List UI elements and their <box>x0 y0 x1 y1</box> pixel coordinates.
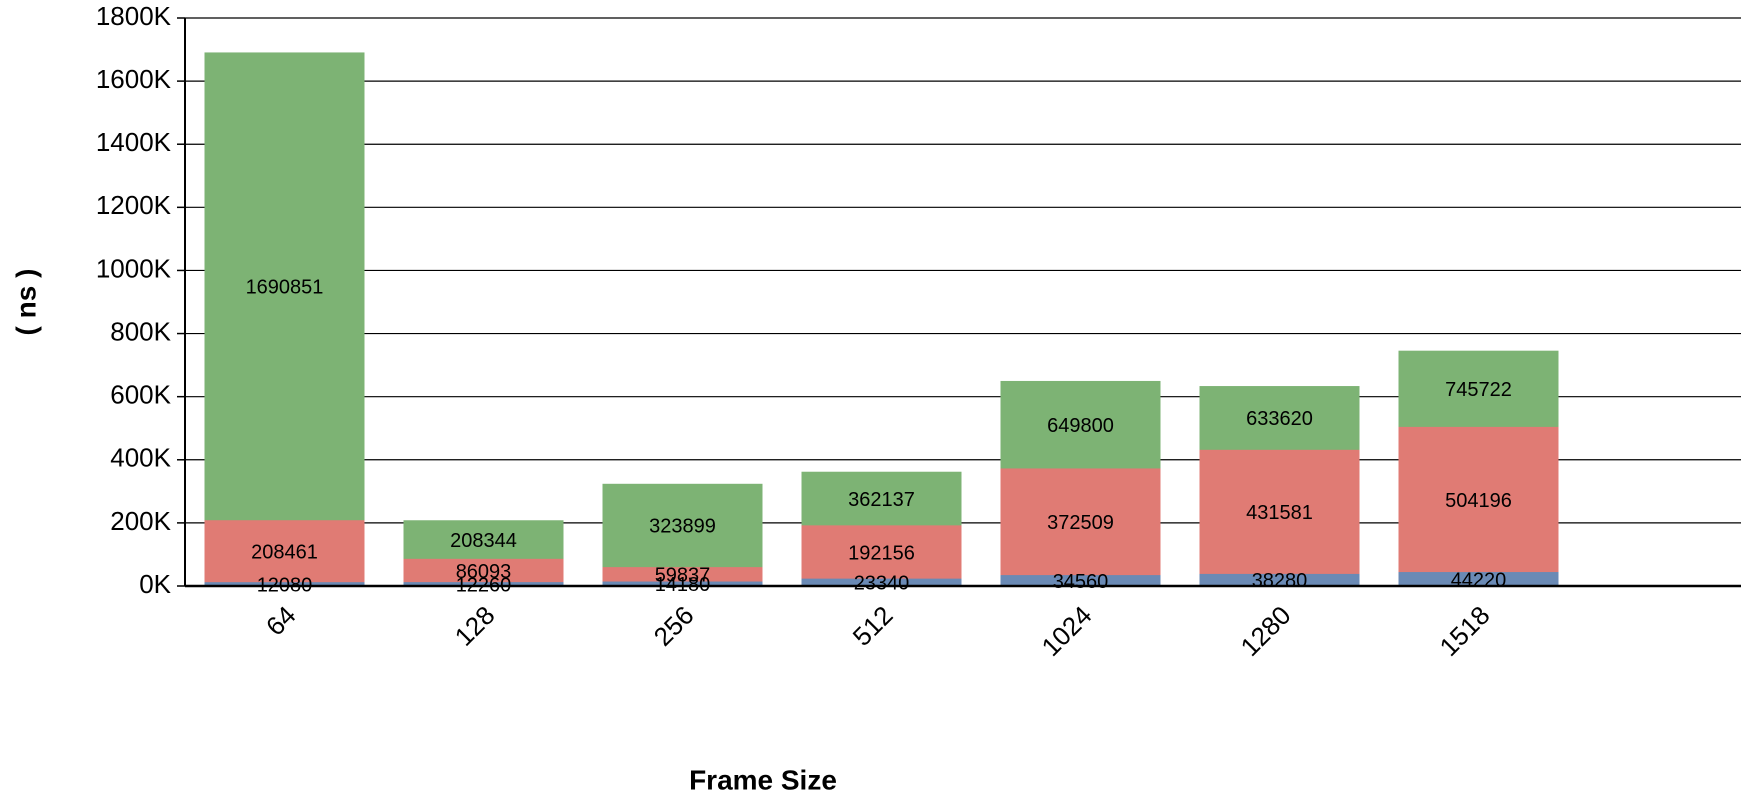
data-label: 323899 <box>649 516 716 538</box>
x-tick-label: 128 <box>449 600 501 652</box>
data-label: 372509 <box>1047 512 1114 534</box>
x-tick-label: 64 <box>260 600 302 642</box>
data-label: 86093 <box>456 561 512 583</box>
y-tick-label: 200K <box>110 506 171 536</box>
data-label: 745722 <box>1445 379 1512 401</box>
x-tick-label: 256 <box>648 600 700 652</box>
y-tick-label: 600K <box>110 380 171 410</box>
bar <box>801 525 962 586</box>
data-label: 633620 <box>1246 408 1313 430</box>
bar <box>1199 573 1360 586</box>
x-tick-label: 1280 <box>1234 600 1296 662</box>
bar <box>1398 572 1559 586</box>
y-tick-label: 0K <box>139 569 171 599</box>
data-label: 23340 <box>854 573 910 595</box>
data-label: 34560 <box>1053 571 1109 593</box>
y-tick-label: 1800K <box>96 1 172 31</box>
data-label: 38280 <box>1252 570 1308 592</box>
bar <box>204 52 365 587</box>
bar <box>1000 575 1161 586</box>
bar <box>801 578 962 586</box>
y-tick-label: 400K <box>110 443 171 473</box>
x-tick-label: 512 <box>847 600 899 652</box>
y-tick-label: 800K <box>110 316 171 346</box>
bar <box>1199 449 1360 586</box>
y-tick-label: 1000K <box>96 253 172 283</box>
data-label: 362137 <box>848 489 915 511</box>
x-axis-label: Frame Size <box>689 764 837 795</box>
data-label: 208461 <box>251 541 318 563</box>
y-tick-label: 1400K <box>96 127 172 157</box>
data-label: 431581 <box>1246 502 1313 524</box>
data-label: 208344 <box>450 530 517 552</box>
data-label: 44220 <box>1451 569 1507 591</box>
data-label: 1690851 <box>246 277 324 299</box>
data-label: 192156 <box>848 542 915 564</box>
x-tick-label: 1024 <box>1035 600 1097 662</box>
bar <box>602 567 763 586</box>
bar <box>204 582 365 586</box>
y-tick-label: 1600K <box>96 64 172 94</box>
data-label: 504196 <box>1445 490 1512 512</box>
bar <box>403 582 564 586</box>
bar <box>403 558 564 586</box>
bar <box>602 581 763 586</box>
bar <box>1000 468 1161 586</box>
data-label: 649800 <box>1047 415 1114 437</box>
bar <box>204 520 365 586</box>
y-axis-label: ( ns ) <box>10 269 41 336</box>
data-label: 59837 <box>655 565 711 587</box>
bar <box>1398 426 1559 586</box>
x-tick-label: 1518 <box>1433 600 1495 662</box>
y-tick-label: 1200K <box>96 190 172 220</box>
